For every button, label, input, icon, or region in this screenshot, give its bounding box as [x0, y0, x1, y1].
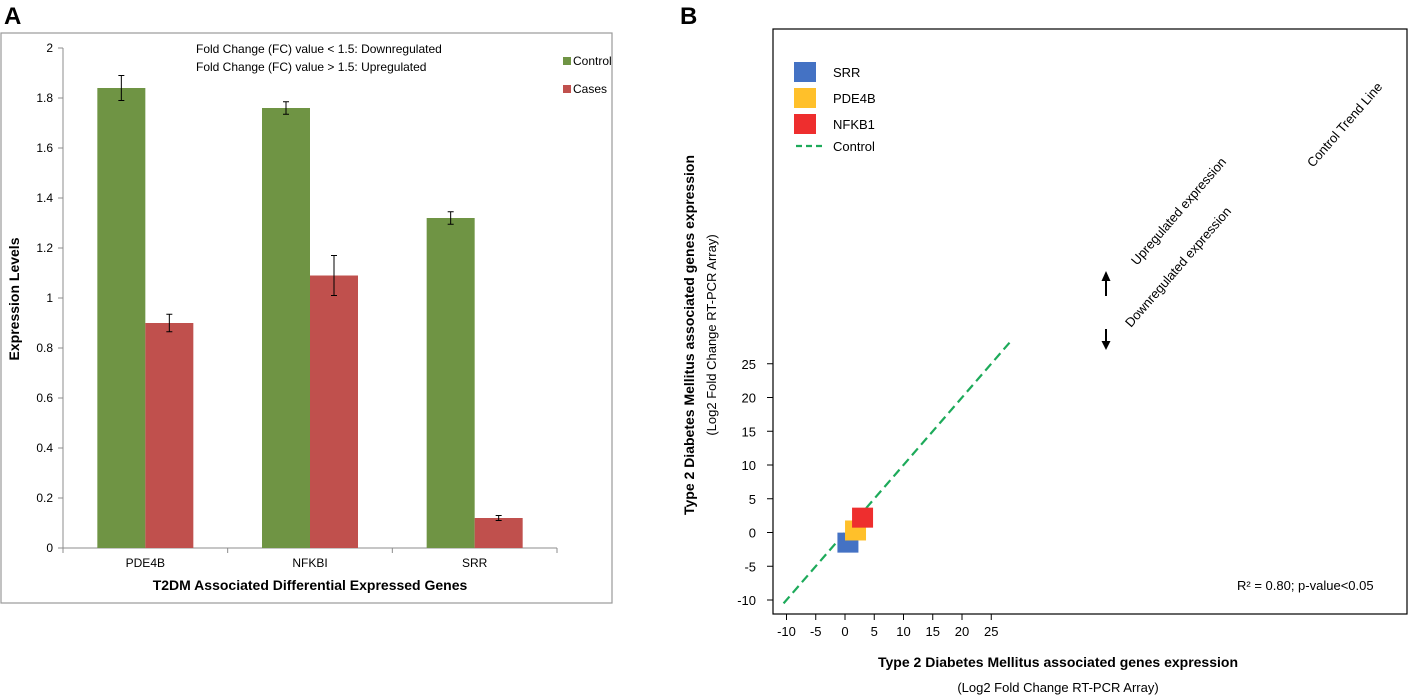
panel-b-x-tick-label: 20 — [955, 624, 969, 639]
panel-a-bar-control — [262, 108, 310, 548]
panel-b-letter: B — [680, 3, 697, 30]
panel-b-x-tick-label: -5 — [810, 624, 822, 639]
panel-b-y-tick-label: 10 — [742, 458, 756, 473]
panel-b-y-tick-label: 25 — [742, 357, 756, 372]
panel-b-y-tick-label: 0 — [749, 526, 756, 541]
panel-b-trend-label: Control Trend Line — [1304, 79, 1385, 170]
panel-b-legend-label-nfkb1: NFKB1 — [833, 117, 875, 132]
panel-a-legend-swatch-cases — [563, 85, 571, 93]
panel-b-xlabel: Type 2 Diabetes Mellitus associated gene… — [878, 654, 1238, 670]
panel-a-bar-cases — [145, 323, 194, 548]
panel-b-ylabel-sub: (Log2 Fold Change RT-PCR Array) — [704, 234, 719, 435]
panel-a-bar-cases — [310, 275, 358, 548]
panel-a-legend-label-control: Control — [573, 54, 612, 68]
panel-a-y-tick-label: 1.2 — [36, 241, 53, 255]
panel-a-bar-cases — [474, 518, 523, 548]
panel-b-x-tick-label: 10 — [896, 624, 910, 639]
panel-b: B Type 2 Diabetes Mellitus associated ge… — [680, 3, 1408, 695]
panel-a-bars — [97, 75, 523, 548]
panel-a-annotation-1: Fold Change (FC) value < 1.5: Downregula… — [196, 42, 442, 56]
panel-a-y-tick-label: 0 — [46, 541, 53, 555]
panel-a-bar-control — [97, 88, 146, 548]
panel-b-legend-swatch-nfkb1 — [794, 114, 816, 134]
panel-b-trend-line — [782, 339, 1013, 605]
panel-a-x-tick-label: PDE4B — [126, 556, 165, 570]
panel-b-point-nfkb1 — [852, 507, 874, 528]
panel-b-y-tick-label: 20 — [742, 391, 756, 406]
panel-a-xlabel: T2DM Associated Differential Expressed G… — [153, 577, 468, 593]
panel-b-x-tick-label: 0 — [841, 624, 848, 639]
panel-b-plot-frame — [772, 28, 1408, 615]
panel-a-y-tick-label: 0.4 — [36, 441, 53, 455]
panel-b-legend-label-pde4b: PDE4B — [833, 91, 876, 106]
panel-b-up-arrow-head — [1101, 271, 1111, 281]
panel-b-plot: Control Trend Line Upregulated expression… — [782, 79, 1385, 605]
panel-a-legend-swatch-control — [563, 57, 571, 65]
panel-a-y-tick-label: 1 — [46, 291, 53, 305]
panel-b-upregulated-label: Upregulated expression — [1128, 154, 1229, 268]
panel-a-letter: A — [4, 3, 21, 30]
panel-a-y-tick-label: 1.8 — [36, 91, 53, 105]
panel-b-legend-label-srr: SRR — [833, 65, 860, 80]
panel-b-legend: SRR PDE4B NFKB1 Control — [794, 62, 876, 154]
panel-a-x-tick-label: NFKBI — [292, 556, 327, 570]
panel-b-legend-swatch-srr — [794, 62, 816, 82]
panel-a-y-tick-label: 1.6 — [36, 141, 53, 155]
panel-b-y-tick-label: -5 — [744, 559, 756, 574]
panel-a-y-tick-label: 0.2 — [36, 491, 53, 505]
panel-b-x-tick-label: 15 — [926, 624, 940, 639]
panel-b-r2-text: R² = 0.80; p-value<0.05 — [1237, 578, 1374, 593]
panel-a-annotation-2: Fold Change (FC) value > 1.5: Upregulate… — [196, 60, 426, 74]
panel-b-legend-label-control: Control — [833, 139, 875, 154]
panel-b-down-arrow-head — [1101, 341, 1111, 350]
panel-b-x-tick-label: 5 — [871, 624, 878, 639]
panel-b-axes: -10 -5 0 5 10 15 20 25 -10 -5 0 5 10 15 20 25 — [737, 357, 998, 639]
panel-a-legend: Control Cases — [563, 54, 612, 96]
panel-b-y-tick-label: 15 — [742, 424, 756, 439]
panel-b-x-tick-label: -10 — [777, 624, 796, 639]
panel-b-x-tick-label: 25 — [984, 624, 998, 639]
panel-b-xlabel-sub: (Log2 Fold Change RT-PCR Array) — [957, 680, 1158, 695]
panel-a-y-tick-label: 0.6 — [36, 391, 53, 405]
panel-b-legend-swatch-pde4b — [794, 88, 816, 108]
panel-b-y-tick-label: -10 — [737, 593, 756, 608]
panel-a-bar-control — [426, 218, 475, 548]
panel-b-ylabel: Type 2 Diabetes Mellitus associated gene… — [681, 155, 697, 515]
panel-a-y-tick-label: 0.8 — [36, 341, 53, 355]
panel-a: A Fold Change (FC) value < 1.5: Downregu… — [0, 3, 613, 604]
panel-a-x-tick-label: SRR — [462, 556, 488, 570]
panel-a-ylabel: Expression Levels — [6, 237, 22, 360]
panel-a-y-tick-label: 2 — [46, 41, 53, 55]
panel-a-legend-label-cases: Cases — [573, 82, 607, 96]
panel-b-y-tick-label: 5 — [749, 492, 756, 507]
panel-a-y-tick-label: 1.4 — [36, 191, 53, 205]
